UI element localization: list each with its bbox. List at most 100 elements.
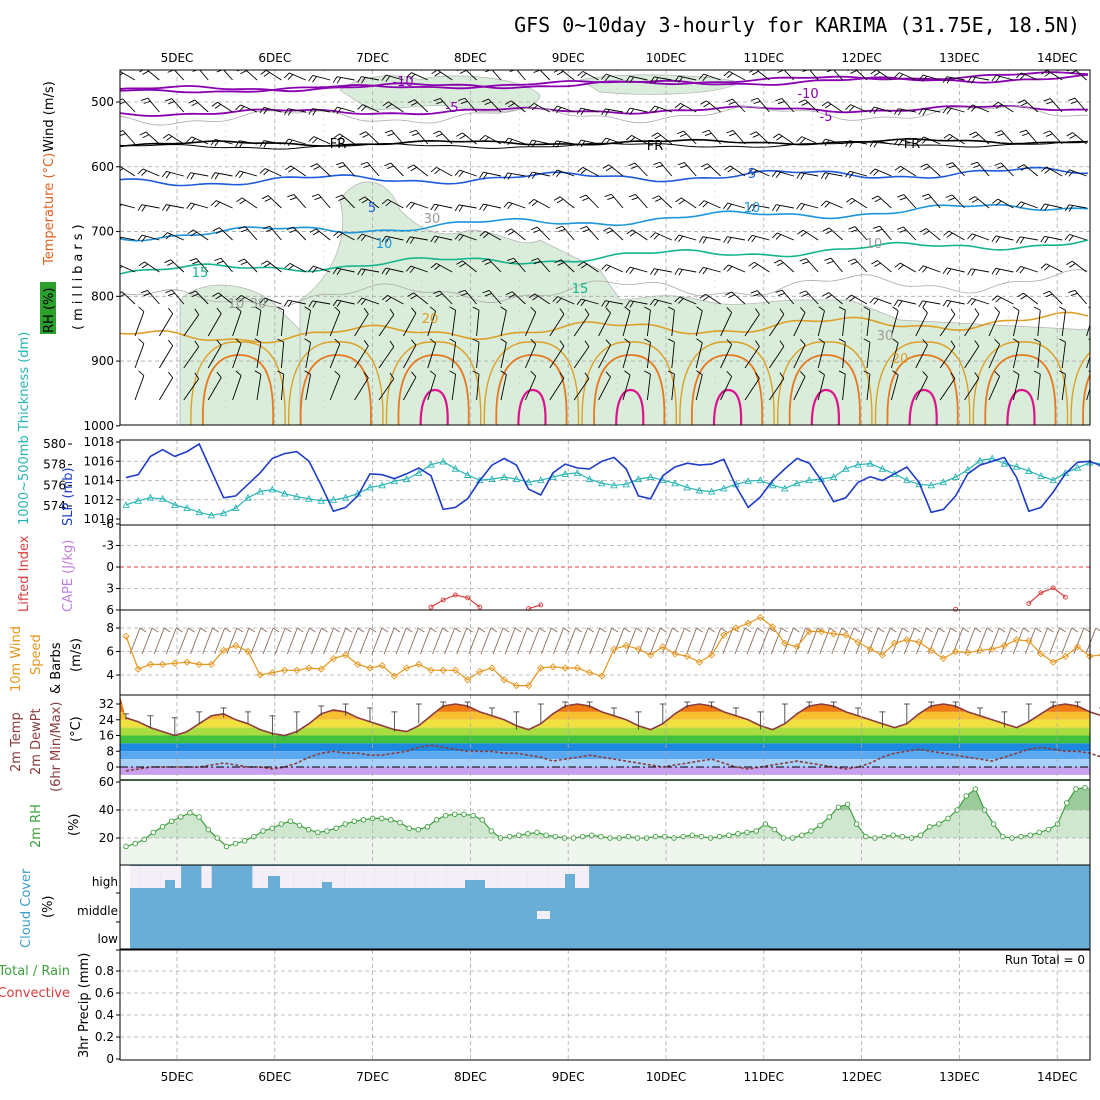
- upper-wind-barb-feather: [945, 194, 953, 198]
- upper-wind-barb: [679, 296, 697, 305]
- upper-wind-barb: [752, 168, 770, 177]
- thickness-marker: [683, 483, 691, 491]
- upper-wind-barb-feather: [240, 70, 247, 75]
- upper-wind-barb: [159, 345, 174, 369]
- upper-wind-barb-feather: [215, 229, 223, 234]
- upper-wind-barb-feather: [289, 197, 297, 201]
- upper-wind-barb-feather: [313, 165, 321, 170]
- upper-wind-barb-feather: [818, 306, 825, 312]
- upper-wind-barb-feather: [385, 236, 391, 244]
- day-label-bottom: 9DEC: [552, 1070, 585, 1084]
- upper-wind-barb-feather: [483, 204, 488, 212]
- upper-wind-barb-feather: [264, 197, 272, 202]
- upper-wind-barb-feather: [308, 300, 313, 308]
- upper-wind-barb-feather: [194, 308, 200, 315]
- thickness-marker: [854, 460, 862, 468]
- rh-contour-grey: [120, 269, 1089, 308]
- upper-wind-barb-feather: [336, 300, 342, 308]
- upper-wind-barb-feather: [387, 165, 394, 170]
- day-labels-bottom: 5DEC 6DEC 7DEC 8DEC 9DEC 10DEC 11DEC 12DEC 13DEC…: [161, 1070, 1078, 1084]
- upper-wind-barb-feather: [240, 261, 248, 266]
- rh2m-marker: [735, 831, 741, 837]
- upper-wind-barb: [898, 138, 916, 145]
- upper-wind-barb-feather: [579, 194, 587, 199]
- upper-wind-barb-feather: [114, 237, 118, 243]
- upper-wind-barb: [362, 104, 380, 113]
- upper-wind-barb-feather: [360, 105, 367, 112]
- precip-ticks: 00.20.40.60.8: [95, 964, 120, 1066]
- upper-wind-barb-feather: [995, 103, 1002, 109]
- wind10-barb-feather: [611, 627, 619, 633]
- upper-wind-barb: [757, 97, 770, 113]
- tick-label: -6: [102, 517, 114, 531]
- upper-wind-barb: [769, 346, 785, 369]
- upper-wind-barb: [824, 172, 843, 177]
- day-label-top: 14DEC: [1037, 51, 1077, 65]
- upper-wind-barb: [391, 130, 404, 145]
- contour-20-loop: [874, 341, 971, 425]
- upper-wind-barb-feather: [456, 132, 463, 137]
- upper-wind-barb: [121, 291, 136, 305]
- upper-wind-barb: [508, 137, 526, 145]
- upper-wind-barb-feather: [261, 195, 269, 200]
- upper-wind-barb: [364, 196, 380, 209]
- upper-wind-barb-feather: [458, 97, 466, 101]
- upper-wind-barb: [256, 374, 262, 401]
- upper-wind-barb-feather: [798, 99, 806, 104]
- upper-wind-barb-feather: [1044, 265, 1051, 271]
- upper-wind-barb-feather: [943, 133, 950, 139]
- upper-wind-barb: [756, 70, 770, 81]
- upper-wind-barb: [329, 375, 341, 401]
- rh2m-marker: [278, 821, 285, 827]
- wind10-barb: [734, 627, 746, 655]
- upper-wind-barb-feather: [625, 300, 631, 307]
- upper-wind-barb: [1068, 204, 1087, 209]
- wind10-marker: [1037, 650, 1045, 658]
- upper-wind-barb-feather: [802, 261, 810, 265]
- upper-wind-barb: [532, 171, 550, 177]
- rh2m-line: [125, 787, 1086, 848]
- upper-wind-barb: [361, 297, 380, 305]
- wind10-marker: [622, 641, 630, 650]
- upper-wind-barb-feather: [874, 198, 882, 203]
- contour-25-loop: [593, 354, 666, 425]
- upper-wind-barb: [451, 310, 457, 337]
- wind10-marker: [219, 646, 228, 654]
- upper-wind-barb: [1044, 235, 1063, 241]
- contour-label: 15: [192, 266, 209, 281]
- upper-wind-barb-feather: [336, 77, 342, 84]
- wind10-barb-feather: [720, 627, 728, 633]
- wind10-marker: [524, 681, 533, 690]
- upper-wind-barb-feather: [503, 137, 509, 144]
- wind10-barb: [383, 627, 395, 655]
- wind10-barb: [625, 627, 637, 655]
- wind10-barb-feather: [405, 627, 413, 633]
- upper-wind-barb-feather: [775, 205, 781, 212]
- wind10-barb: [710, 627, 722, 655]
- upper-wind-barb-feather: [1019, 237, 1025, 244]
- upper-wind-barb: [336, 267, 355, 273]
- wind10-barb-feather: [381, 627, 389, 633]
- wind10-barb: [1085, 627, 1097, 655]
- wind10-barb: [250, 627, 262, 655]
- upper-wind-barb-feather: [629, 108, 635, 116]
- chart-title: GFS 0~10day 3-hourly for KARIMA (31.75E,…: [514, 13, 1080, 37]
- upper-wind-barb-feather: [481, 98, 489, 103]
- upper-wind-barb-feather: [212, 227, 220, 232]
- upper-wind-barb-feather: [942, 76, 948, 83]
- upper-wind-barb-feather: [1043, 98, 1051, 102]
- upper-wind-barb-feather: [434, 204, 439, 212]
- cloud-high-clear-cell: [293, 866, 304, 888]
- upper-wind-barb-feather: [922, 138, 928, 144]
- upper-wind-barb-feather: [357, 268, 362, 276]
- temp-label-2: 2m DewPt: [29, 708, 44, 775]
- contour-20-loop: [288, 341, 384, 425]
- slp-tick-label: 1014: [83, 474, 114, 488]
- upper-wind-barb-feather: [507, 173, 512, 180]
- upper-wind-barb-feather: [434, 264, 441, 271]
- upper-wind-barb: [557, 105, 575, 113]
- upper-wind-barb-feather: [409, 203, 415, 210]
- upper-wind-barb-feather: [605, 301, 610, 308]
- temp-band: [120, 759, 1090, 767]
